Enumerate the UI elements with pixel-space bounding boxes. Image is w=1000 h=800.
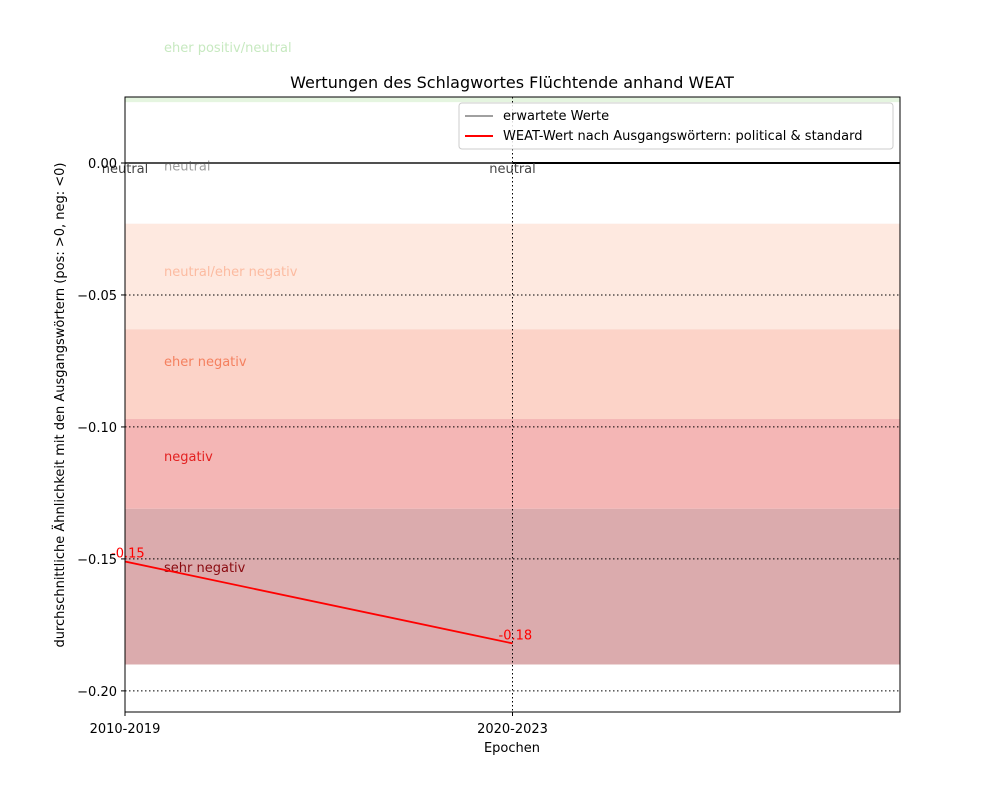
band-label-5: sehr negativ [164,561,246,576]
ticks: 0.00 −0.05 −0.10 −0.15 −0.20 2010-2019 2020-20… [77,157,548,737]
band-0 [125,97,900,103]
y-tick-label-4: −0.20 [77,685,117,700]
band-label-0: eher positiv/neutral [164,41,292,56]
series-lines [124,162,513,645]
band-label-2: neutral/eher negativ [164,265,298,280]
legend-box [458,102,894,150]
y-tick-label-1: −0.05 [77,289,117,304]
x-axis-label: Epochen [484,741,540,756]
x-tick-label-0: 2010-2019 [90,722,161,737]
y-axis-label: durchschnittliche Ähnlichkeit mit den Au… [52,162,68,647]
band-label-3: eher negativ [164,355,247,370]
legend-label-weat: WEAT-Wert nach Ausgangswörtern: politica… [503,129,862,144]
point-label-0-1: neutral [489,162,536,177]
band-label-1: neutral [164,160,211,175]
point-label-1-1: -0.18 [499,628,533,643]
y-tick-label-0: 0.00 [88,157,117,172]
y-tick-label-3: −0.15 [77,553,117,568]
band-label-4: negativ [164,450,213,465]
chart-title: Wertungen des Schlagwortes Flüchtende an… [290,73,734,92]
point-label-1-0: -0.15 [111,547,145,562]
series-line-1 [124,560,513,645]
band-4 [125,419,900,509]
legend-label-expected: erwartete Werte [503,109,609,124]
x-tick-label-1: 2020-2023 [477,722,548,737]
y-tick-label-2: −0.10 [77,421,117,436]
band-5 [125,508,900,665]
legend: erwartete Werte WEAT-Wert nach Ausgangsw… [458,102,894,150]
